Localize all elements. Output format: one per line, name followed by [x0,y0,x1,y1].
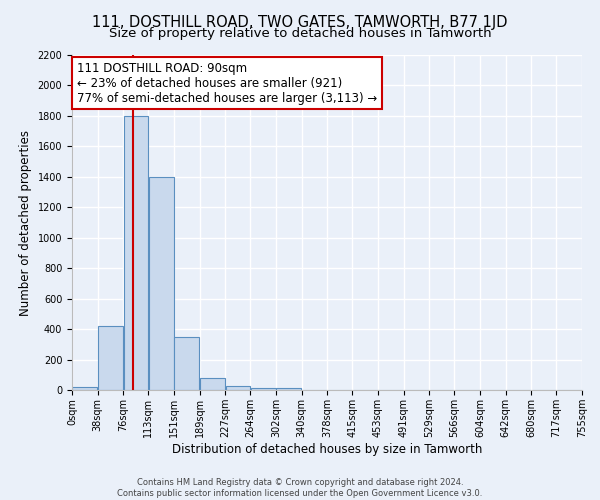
Bar [98,326,123,390]
X-axis label: Distribution of detached houses by size in Tamworth: Distribution of detached houses by size … [172,442,482,456]
Text: Size of property relative to detached houses in Tamworth: Size of property relative to detached ho… [109,28,491,40]
Bar [276,388,301,390]
Bar [72,387,97,390]
Bar [124,116,148,390]
Text: Contains HM Land Registry data © Crown copyright and database right 2024.
Contai: Contains HM Land Registry data © Crown c… [118,478,482,498]
Bar [251,388,276,390]
Text: 111 DOSTHILL ROAD: 90sqm
← 23% of detached houses are smaller (921)
77% of semi-: 111 DOSTHILL ROAD: 90sqm ← 23% of detach… [77,62,377,104]
Bar [149,177,174,390]
Bar [226,386,250,390]
Bar [174,336,199,390]
Y-axis label: Number of detached properties: Number of detached properties [19,130,32,316]
Bar [200,378,225,390]
Text: 111, DOSTHILL ROAD, TWO GATES, TAMWORTH, B77 1JD: 111, DOSTHILL ROAD, TWO GATES, TAMWORTH,… [92,15,508,30]
